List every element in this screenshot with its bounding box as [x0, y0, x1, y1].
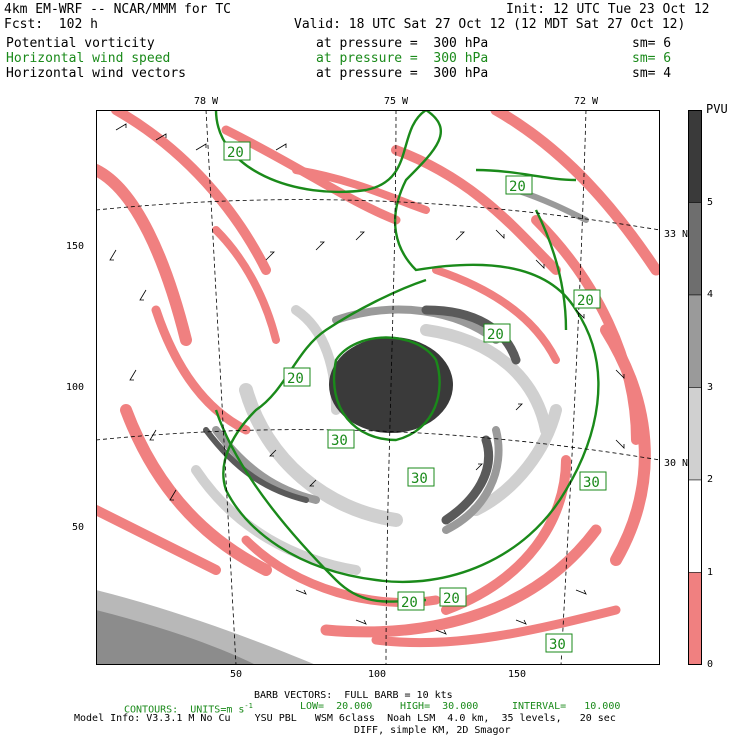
colorbar-unit: PVU: [706, 102, 728, 116]
contour-label: 20: [487, 327, 504, 343]
contour-label: 20: [287, 371, 304, 387]
field-sm-wind-speed: sm= 6: [632, 51, 672, 66]
colorbar-level-label: 0: [707, 659, 714, 670]
lon-label-72w: 72 W: [574, 96, 599, 107]
x-tick-50: 50: [230, 669, 243, 680]
colorbar-level-label: 4: [707, 289, 714, 300]
contour-labels: 20 20 20 20 20 30 30 30 20 20 30: [223, 141, 607, 653]
field-name-pv: Potential vorticity: [6, 36, 155, 51]
lon-label-75w: 75 W: [384, 96, 409, 107]
contours-units: CONTOURS: UNITS=m s-1: [124, 701, 253, 715]
contour-label: 30: [583, 475, 600, 491]
colorbar-cell: [688, 294, 702, 388]
lon-label-78w: 78 W: [194, 96, 219, 107]
contour-label: 20: [577, 293, 594, 309]
lat-label-30n: 30 N: [664, 458, 689, 469]
contours-units-exponent: -1: [244, 702, 253, 710]
colorbar-cell: [688, 572, 702, 665]
colorbar-cell: [688, 110, 702, 203]
x-tick-100: 100: [368, 669, 387, 680]
colorbar: [688, 110, 702, 665]
field-level-pv: at pressure = 300 hPa: [316, 36, 489, 51]
colorbar-level-label: 5: [707, 196, 714, 208]
field-level-wind-speed: at pressure = 300 hPa: [316, 51, 489, 66]
field-sm-wind-vectors: sm= 4: [632, 66, 672, 81]
contours-high: HIGH= 30.000: [400, 701, 479, 712]
field-name-wind-vectors: Horizontal wind vectors: [6, 66, 187, 81]
barb-vectors-note: BARB VECTORS: FULL BARB = 10 kts: [254, 690, 453, 701]
contour-label: 30: [411, 471, 428, 487]
contour-label: 20: [401, 595, 418, 611]
colorbar-cell: [688, 479, 702, 573]
colorbar-level-label: 2: [707, 474, 714, 485]
map-frame: [96, 110, 660, 665]
forecast-hour: Fcst: 102 h: [4, 17, 98, 32]
negative-pv-bands: [96, 110, 660, 648]
pv-wind-map: 20 20 20 20 20 30 30 30 20 20 30: [96, 110, 660, 665]
field-sm-pv: sm= 6: [632, 36, 672, 51]
field-name-wind-speed: Horizontal wind speed: [6, 51, 171, 66]
land-shading: [96, 610, 256, 665]
diffusion-info: DIFF, simple KM, 2D Smagor: [354, 725, 511, 736]
colorbar-cell: [688, 387, 702, 481]
valid-time: Valid: 18 UTC Sat 27 Oct 12 (12 MDT Sat …: [294, 17, 686, 32]
contour-label: 30: [549, 637, 566, 653]
contours-units-text: CONTOURS: UNITS=m s: [124, 704, 245, 716]
lat-lon-grid: [96, 110, 660, 665]
init-time: Init: 12 UTC Tue 23 Oct 12: [506, 2, 710, 17]
y-tick-50: 50: [72, 522, 85, 533]
lat-label-33n: 33 N: [664, 229, 689, 240]
y-tick-100: 100: [66, 382, 85, 393]
contours-low: LOW= 20.000: [300, 701, 373, 712]
contour-label: 20: [443, 591, 460, 607]
contour-label: 20: [509, 179, 526, 195]
y-tick-150: 150: [66, 241, 85, 252]
field-level-wind-vectors: at pressure = 300 hPa: [316, 66, 489, 81]
contour-label: 30: [331, 433, 348, 449]
colorbar-cell: [688, 202, 702, 296]
contours-interval: INTERVAL= 10.000: [512, 701, 621, 712]
colorbar-level-label: 3: [707, 381, 714, 393]
model-title: 4km EM-WRF -- NCAR/MMM for TC: [4, 2, 231, 17]
model-info: Model Info: V3.3.1 M No Cu YSU PBL WSM 6…: [74, 713, 616, 724]
wind-barbs: [109, 123, 625, 635]
colorbar-level-label: 1: [707, 566, 714, 578]
x-tick-150: 150: [508, 669, 527, 680]
contour-label: 20: [227, 145, 244, 161]
